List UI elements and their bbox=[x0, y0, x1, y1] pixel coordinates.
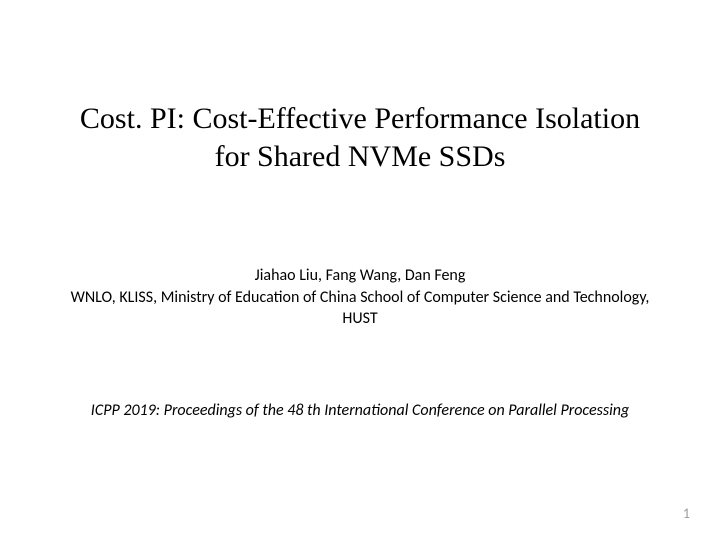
slide-title: Cost. PI: Cost-Effective Performance Iso… bbox=[60, 100, 660, 175]
slide-conference: ICPP 2019: Proceedings of the 48 th Inte… bbox=[60, 400, 660, 422]
slide-container: Cost. PI: Cost-Effective Performance Iso… bbox=[0, 0, 720, 540]
page-number: 1 bbox=[683, 505, 690, 522]
slide-authors: Jiahao Liu, Fang Wang, Dan FengWNLO, KLI… bbox=[60, 265, 660, 330]
